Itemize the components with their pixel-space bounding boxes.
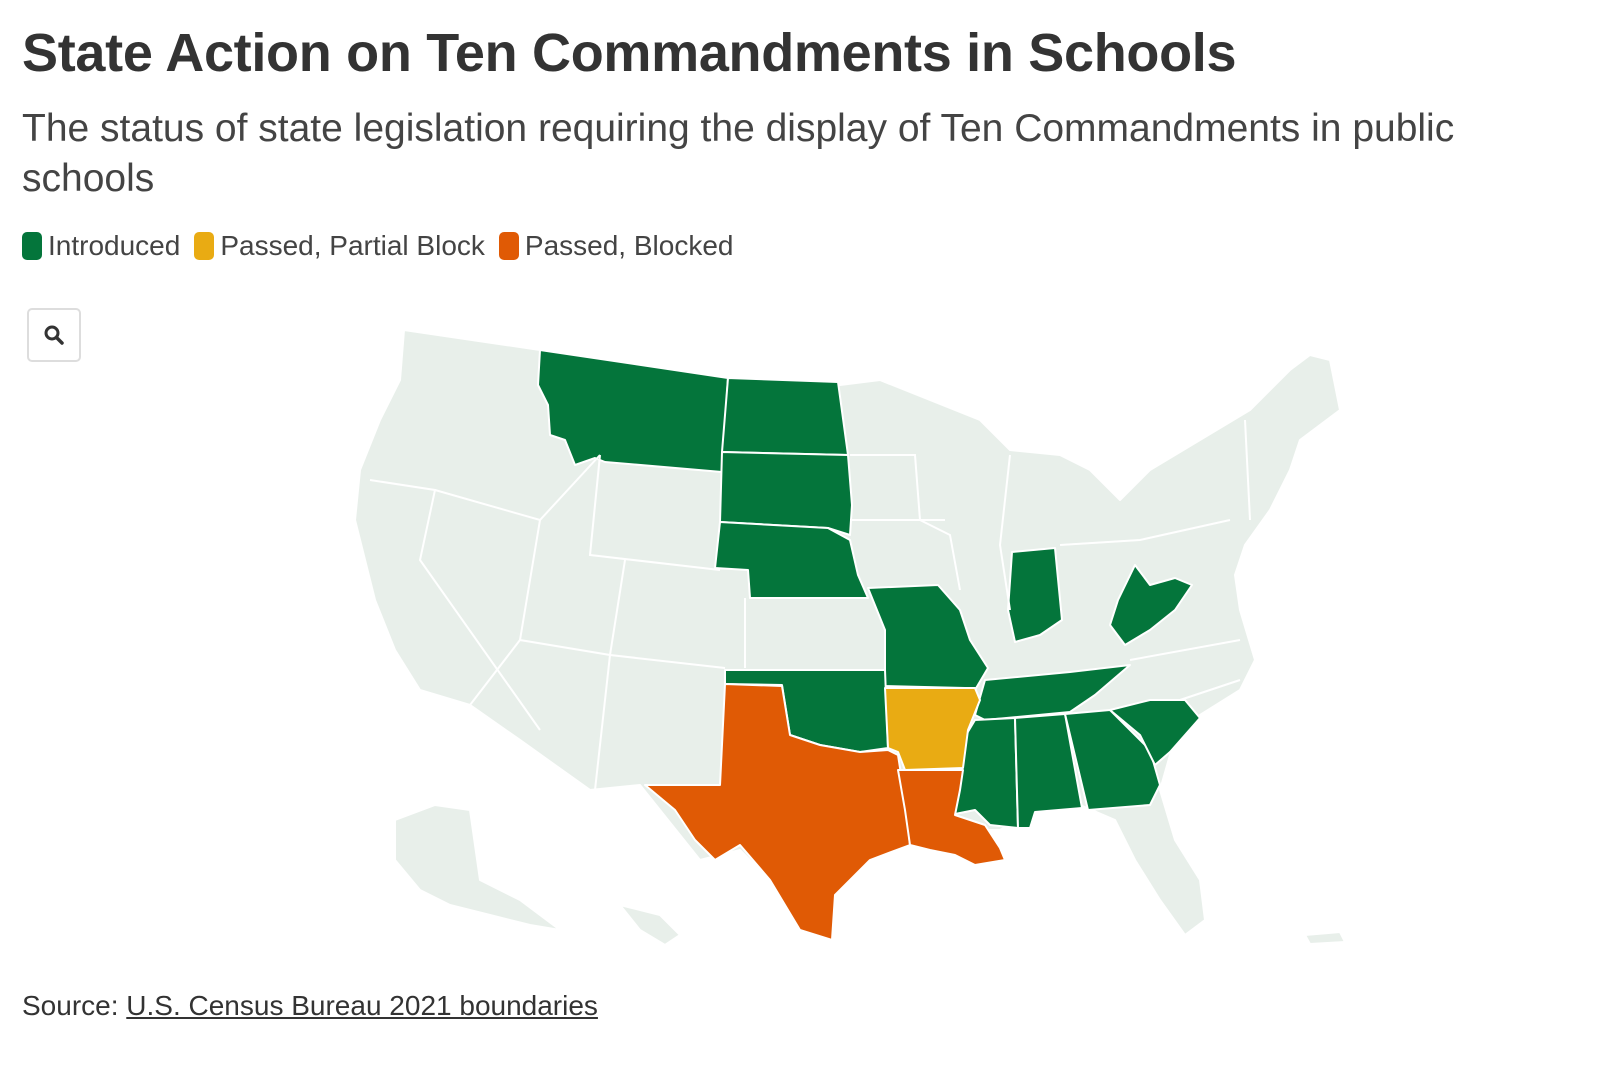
legend: Introduced Passed, Partial Block Passed,…: [22, 230, 747, 262]
source-prefix: Source:: [22, 990, 127, 1021]
search-icon: [44, 325, 64, 345]
legend-item-blocked: Passed, Blocked: [498, 230, 734, 262]
map-subtitle: The status of state legislation requirin…: [22, 107, 1455, 200]
map-title: State Action on Ten Commandments in Scho…: [22, 23, 1237, 83]
hawaii: [619, 904, 681, 946]
state-louisiana: [897, 769, 1006, 866]
legend-label-introduced: Introduced: [48, 230, 181, 261]
alaska: [394, 804, 561, 931]
state-nebraska: [714, 521, 869, 599]
state-arkansas: [884, 687, 981, 771]
state-indiana: [1007, 547, 1063, 643]
state-borders: [369, 419, 1251, 791]
zoom-button[interactable]: [27, 308, 81, 362]
state-tennessee: [974, 664, 1131, 721]
legend-item-introduced: Introduced: [22, 230, 180, 262]
source-link[interactable]: U.S. Census Bureau 2021 boundaries: [126, 990, 598, 1021]
legend-label-blocked: Passed, Blocked: [524, 230, 734, 261]
us-map: [354, 329, 1346, 946]
legend-item-partial-block: Passed, Partial Block: [194, 230, 485, 262]
legend-swatch-partial-block: [194, 232, 215, 260]
state-south-carolina: [1109, 699, 1201, 766]
state-north-dakota: [721, 377, 849, 456]
legend-label-partial-block: Passed, Partial Block: [220, 230, 485, 261]
legend-swatch-introduced: [22, 232, 42, 260]
legend-swatch-blocked: [498, 232, 519, 260]
state-west-virginia: [1109, 564, 1193, 646]
source-note: Source: U.S. Census Bureau 2021 boundari…: [22, 990, 598, 1022]
hawaii-islet: [1304, 931, 1346, 945]
state-missouri: [867, 584, 989, 691]
state-texas: [644, 683, 911, 941]
